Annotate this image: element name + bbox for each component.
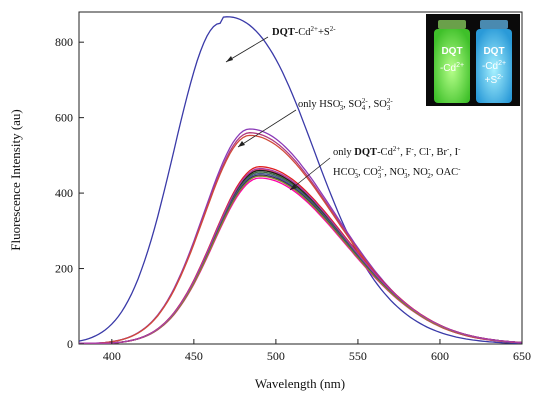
annotation-2-sub2: 4 xyxy=(362,104,366,112)
x-tick-label-550: 550 xyxy=(349,349,367,363)
annotation-2-t2: , SO xyxy=(343,99,362,110)
right-vial-cap xyxy=(480,20,508,29)
left-vial-line2-sup: 2+ xyxy=(456,62,464,69)
x-tick-label-450: 450 xyxy=(185,349,203,363)
annotation-2-arrow xyxy=(237,109,297,148)
inset-vial-photo: DQT -Cd2+ DQT -Cd2+ +S2- xyxy=(426,14,520,106)
y-axis-title: Fluorescence Intensity (au) xyxy=(8,109,23,251)
annotation-1-rest: -Cd xyxy=(295,27,312,38)
y-tick-label-800: 800 xyxy=(55,35,73,49)
annotation-4-sub1: 3 xyxy=(355,172,359,180)
right-vial-line1: DQT xyxy=(483,46,504,57)
annotation-3-sup: 2+ xyxy=(393,145,401,153)
annotation-3-sup-br: - xyxy=(447,145,450,153)
annotation-2-sub3: 3 xyxy=(387,104,391,112)
annotation-4-no2: , NO xyxy=(407,167,428,178)
annotation-4-no: , NO xyxy=(384,167,405,178)
annotation-3-sup-f: - xyxy=(411,145,414,153)
series-group xyxy=(78,16,523,344)
annotation-1-arrowhead xyxy=(226,56,233,62)
plot-frame xyxy=(78,11,523,345)
annotation-3-i: , I xyxy=(449,147,458,158)
annotation-1-bold: DQT xyxy=(272,27,295,38)
y-tick-label-600: 600 xyxy=(55,111,73,125)
left-vial-line2: -Cd2+ xyxy=(440,62,464,74)
annotation-3-arrow xyxy=(289,157,331,191)
annotation-2-arrowhead xyxy=(238,141,245,147)
left-vial-line1: DQT xyxy=(441,46,462,57)
annotation-1-arrow xyxy=(225,36,269,63)
x-tick-label-600: 600 xyxy=(431,349,449,363)
x-tick-label-500: 500 xyxy=(267,349,285,363)
right-vial-line3: +S2- xyxy=(485,74,504,86)
annotation-4-sub2: 3 xyxy=(378,172,382,180)
annotation-2-text: only HSO xyxy=(298,99,341,110)
right-vial-line3-text: +S xyxy=(485,75,498,86)
annotation-4-sup1: - xyxy=(355,165,358,173)
right-vial-line2-text: -Cd xyxy=(482,61,498,72)
annotation-halides: only DQT-Cd2+, F-, Cl-, Br-, I- xyxy=(333,145,461,158)
left-vial-body xyxy=(434,29,470,103)
x-tick-label-650: 650 xyxy=(513,349,531,363)
annotation-3-rest: -Cd xyxy=(377,147,394,158)
x-axis-title: Wavelength (nm) xyxy=(255,376,345,391)
annotation-sulfur-anions: only HSO-3, SO2-4, SO2-3 xyxy=(298,97,393,112)
annotation-2-sub1: 3 xyxy=(340,104,344,112)
annotation-3-f: , F xyxy=(400,147,411,158)
annotation-1-sup1: 2+ xyxy=(311,25,319,33)
annotation-2-sup3: 2- xyxy=(387,97,394,105)
annotation-3-arrowhead xyxy=(290,184,297,190)
annotation-3-bold: DQT xyxy=(354,147,377,158)
y-tick-label-400: 400 xyxy=(55,186,73,200)
series-line-2 xyxy=(79,128,523,344)
annotation-2-sup1: - xyxy=(340,97,343,105)
right-vial-line2: -Cd2+ xyxy=(482,60,506,72)
series-line-1 xyxy=(78,16,522,344)
x-tick-label-400: 400 xyxy=(103,349,121,363)
annotation-3-sup-i: - xyxy=(458,145,461,153)
annotation-3-only: only xyxy=(333,147,354,158)
annotation-4-sub3: 3 xyxy=(404,172,408,180)
annotation-4-sub4: 2 xyxy=(427,172,431,180)
left-vial-line2-text: -Cd xyxy=(440,63,456,74)
annotation-4-sup2: 2- xyxy=(378,165,385,173)
annotation-4-hco: HCO xyxy=(333,167,356,178)
series-line-13 xyxy=(79,167,523,344)
annotation-4-sup4: - xyxy=(428,165,431,173)
annotation-3-cl: , Cl xyxy=(414,147,429,158)
right-vial-body xyxy=(476,29,512,103)
right-vial-line2-sup: 2+ xyxy=(498,60,506,67)
left-vial-cap xyxy=(438,20,466,29)
annotation-1-mid: +S xyxy=(318,27,330,38)
annotation-4-co: , CO xyxy=(358,167,378,178)
annotation-3-br: , Br xyxy=(431,147,447,158)
annotation-other-anions: HCO-3, CO2-3, NO-3, NO-2, OAC- xyxy=(333,165,461,180)
annotation-1-sup2: 2- xyxy=(330,25,337,33)
y-tick-label-0: 0 xyxy=(67,337,73,351)
annotation-4-oac: , OAC xyxy=(431,167,458,178)
y-tick-label-200: 200 xyxy=(55,262,73,276)
annotation-4-sup5: - xyxy=(458,165,461,173)
annotation-3-sup-cl: - xyxy=(429,145,432,153)
series-line-11 xyxy=(79,177,523,344)
tick-group: 400 450 500 550 600 650 0 200 400 600 800 xyxy=(55,35,531,363)
annotation-2-sup2: 2- xyxy=(362,97,369,105)
annotation-2-t3: , SO xyxy=(368,99,387,110)
annotation-4-sup3: - xyxy=(405,165,408,173)
annotation-dqt-cd-s: DQT-Cd2++S2- xyxy=(272,25,336,38)
right-vial-line3-sup: 2- xyxy=(497,74,504,81)
